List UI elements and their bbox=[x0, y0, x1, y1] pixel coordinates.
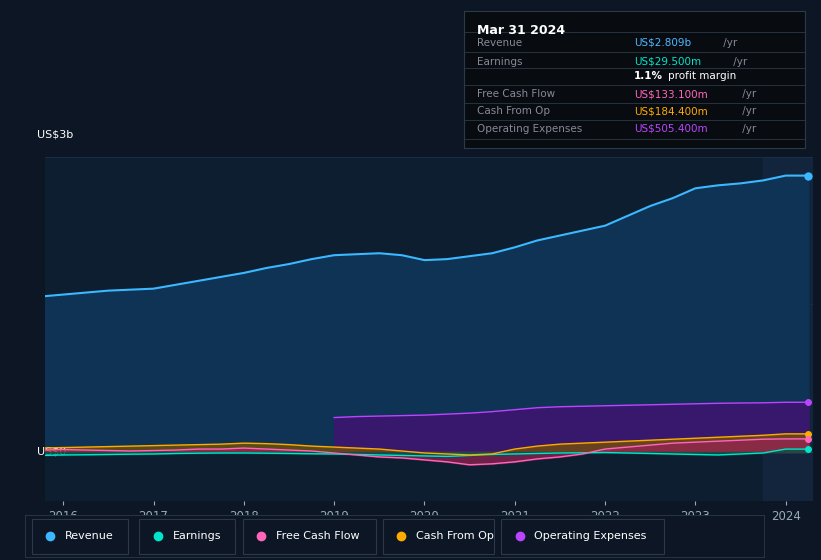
Bar bbox=[502, 519, 664, 554]
Text: US$3b: US$3b bbox=[38, 129, 74, 139]
Text: Revenue: Revenue bbox=[66, 531, 114, 541]
Text: /yr: /yr bbox=[720, 38, 737, 48]
Text: US$505.400m: US$505.400m bbox=[635, 124, 708, 133]
Text: Free Cash Flow: Free Cash Flow bbox=[276, 531, 360, 541]
Text: /yr: /yr bbox=[739, 89, 756, 99]
Text: US$29.500m: US$29.500m bbox=[635, 57, 701, 67]
Text: Cash From Op: Cash From Op bbox=[478, 106, 551, 116]
Bar bbox=[383, 519, 494, 554]
Text: Earnings: Earnings bbox=[478, 57, 523, 67]
Text: Earnings: Earnings bbox=[172, 531, 221, 541]
Text: US$2.809b: US$2.809b bbox=[635, 38, 691, 48]
Text: 1.1%: 1.1% bbox=[635, 71, 663, 81]
Bar bbox=[243, 519, 376, 554]
Bar bbox=[140, 519, 236, 554]
Text: /yr: /yr bbox=[739, 124, 756, 133]
Text: profit margin: profit margin bbox=[668, 71, 736, 81]
Bar bbox=[32, 519, 128, 554]
Text: Free Cash Flow: Free Cash Flow bbox=[478, 89, 556, 99]
Text: Cash From Op: Cash From Op bbox=[416, 531, 494, 541]
Text: US$0: US$0 bbox=[38, 447, 67, 457]
Text: Mar 31 2024: Mar 31 2024 bbox=[478, 24, 566, 36]
Text: US$133.100m: US$133.100m bbox=[635, 89, 708, 99]
Text: Operating Expenses: Operating Expenses bbox=[478, 124, 583, 133]
Bar bbox=[764, 157, 813, 501]
Text: Revenue: Revenue bbox=[478, 38, 523, 48]
Text: -US$500m: -US$500m bbox=[38, 543, 95, 553]
Text: US$184.400m: US$184.400m bbox=[635, 106, 708, 116]
Text: /yr: /yr bbox=[739, 106, 756, 116]
Text: /yr: /yr bbox=[730, 57, 747, 67]
Text: Operating Expenses: Operating Expenses bbox=[534, 531, 647, 541]
